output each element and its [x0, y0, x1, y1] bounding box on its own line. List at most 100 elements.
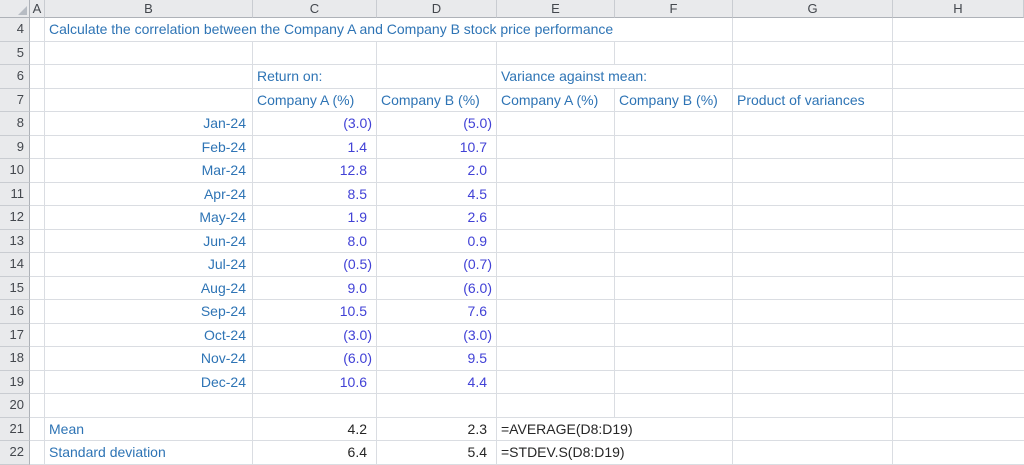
cell-D9[interactable]: 10.7 [377, 135, 497, 159]
cell-D22[interactable]: 5.4 [377, 441, 497, 465]
col-header-C[interactable]: C [253, 0, 377, 18]
cell-C20[interactable] [253, 394, 377, 418]
cell-A13[interactable] [30, 229, 45, 253]
col-header-H[interactable]: H [893, 0, 1024, 18]
cell-B15[interactable]: Aug-24 [45, 276, 253, 300]
cell-G7[interactable]: Product of variances [733, 88, 893, 112]
cell-E18[interactable] [497, 347, 615, 371]
cell-B14[interactable]: Jul-24 [45, 253, 253, 277]
cell-A20[interactable] [30, 394, 45, 418]
cell-A4[interactable] [30, 18, 45, 42]
cell-B6[interactable] [45, 65, 253, 89]
cell-G8[interactable] [733, 112, 893, 136]
cell-E20[interactable] [497, 394, 615, 418]
cell-A11[interactable] [30, 182, 45, 206]
cell-C6[interactable]: Return on: [253, 65, 377, 89]
cell-E12[interactable] [497, 206, 615, 230]
row-header-5[interactable]: 5 [0, 41, 30, 65]
cell-E6[interactable]: Variance against mean: [497, 65, 733, 89]
cell-C7[interactable]: Company A (%) [253, 88, 377, 112]
row-header-21[interactable]: 21 [0, 417, 30, 441]
cell-C21[interactable]: 4.2 [253, 417, 377, 441]
cell-D6[interactable] [377, 65, 497, 89]
cell-B4[interactable]: Calculate the correlation between the Co… [45, 18, 733, 42]
cell-D14[interactable]: (0.7) [377, 253, 497, 277]
cell-D12[interactable]: 2.6 [377, 206, 497, 230]
cell-H16[interactable] [893, 300, 1024, 324]
cell-E21[interactable]: =AVERAGE(D8:D19) [497, 417, 733, 441]
cell-B19[interactable]: Dec-24 [45, 370, 253, 394]
cell-H4[interactable] [893, 18, 1024, 42]
cell-F16[interactable] [615, 300, 733, 324]
cell-H12[interactable] [893, 206, 1024, 230]
cell-G6[interactable] [733, 65, 893, 89]
cell-B8[interactable]: Jan-24 [45, 112, 253, 136]
row-header-19[interactable]: 19 [0, 370, 30, 394]
cell-F12[interactable] [615, 206, 733, 230]
cell-H22[interactable] [893, 441, 1024, 465]
cell-B5[interactable] [45, 41, 253, 65]
row-header-7[interactable]: 7 [0, 88, 30, 112]
cell-C16[interactable]: 10.5 [253, 300, 377, 324]
cell-H8[interactable] [893, 112, 1024, 136]
cell-E5[interactable] [497, 41, 615, 65]
cell-H20[interactable] [893, 394, 1024, 418]
cell-A7[interactable] [30, 88, 45, 112]
cell-A17[interactable] [30, 323, 45, 347]
row-header-17[interactable]: 17 [0, 323, 30, 347]
cell-B18[interactable]: Nov-24 [45, 347, 253, 371]
row-header-4[interactable]: 4 [0, 18, 30, 42]
cell-G5[interactable] [733, 41, 893, 65]
cell-D16[interactable]: 7.6 [377, 300, 497, 324]
cell-F13[interactable] [615, 229, 733, 253]
cell-C14[interactable]: (0.5) [253, 253, 377, 277]
cell-A14[interactable] [30, 253, 45, 277]
cell-H15[interactable] [893, 277, 1024, 300]
cell-G9[interactable] [733, 135, 893, 159]
cell-G21[interactable] [733, 417, 893, 441]
cell-C15[interactable]: 9.0 [253, 276, 377, 300]
col-header-E[interactable]: E [497, 0, 615, 18]
row-header-12[interactable]: 12 [0, 206, 30, 230]
cell-D7[interactable]: Company B (%) [377, 88, 497, 112]
cell-A22[interactable] [30, 441, 45, 465]
cell-F17[interactable] [615, 323, 733, 347]
cell-D5[interactable] [377, 41, 497, 65]
cell-C17[interactable]: (3.0) [253, 323, 377, 347]
row-header-6[interactable]: 6 [0, 65, 30, 89]
cell-G15[interactable] [733, 276, 893, 300]
cell-D10[interactable]: 2.0 [377, 159, 497, 183]
cell-H21[interactable] [893, 418, 1024, 441]
row-header-13[interactable]: 13 [0, 229, 30, 253]
cell-A21[interactable] [30, 417, 45, 441]
cell-D13[interactable]: 0.9 [377, 229, 497, 253]
cell-A9[interactable] [30, 135, 45, 159]
cell-E15[interactable] [497, 276, 615, 300]
cell-A6[interactable] [30, 65, 45, 89]
cell-G18[interactable] [733, 347, 893, 371]
cell-H19[interactable] [893, 371, 1024, 394]
cell-B16[interactable]: Sep-24 [45, 300, 253, 324]
cell-E9[interactable] [497, 135, 615, 159]
cell-G12[interactable] [733, 206, 893, 230]
cell-A8[interactable] [30, 112, 45, 136]
cell-H5[interactable] [893, 42, 1024, 65]
cell-A5[interactable] [30, 41, 45, 65]
cell-C19[interactable]: 10.6 [253, 370, 377, 394]
cell-H13[interactable] [893, 230, 1024, 253]
cell-C8[interactable]: (3.0) [253, 112, 377, 136]
cell-H9[interactable] [893, 136, 1024, 159]
cell-G4[interactable] [733, 18, 893, 42]
cell-B13[interactable]: Jun-24 [45, 229, 253, 253]
cell-A16[interactable] [30, 300, 45, 324]
cell-C13[interactable]: 8.0 [253, 229, 377, 253]
cell-D20[interactable] [377, 394, 497, 418]
cell-G20[interactable] [733, 394, 893, 418]
cell-G13[interactable] [733, 229, 893, 253]
cell-C11[interactable]: 8.5 [253, 182, 377, 206]
cell-F20[interactable] [615, 394, 733, 418]
cell-E10[interactable] [497, 159, 615, 183]
cell-F18[interactable] [615, 347, 733, 371]
row-header-8[interactable]: 8 [0, 112, 30, 136]
cell-C10[interactable]: 12.8 [253, 159, 377, 183]
